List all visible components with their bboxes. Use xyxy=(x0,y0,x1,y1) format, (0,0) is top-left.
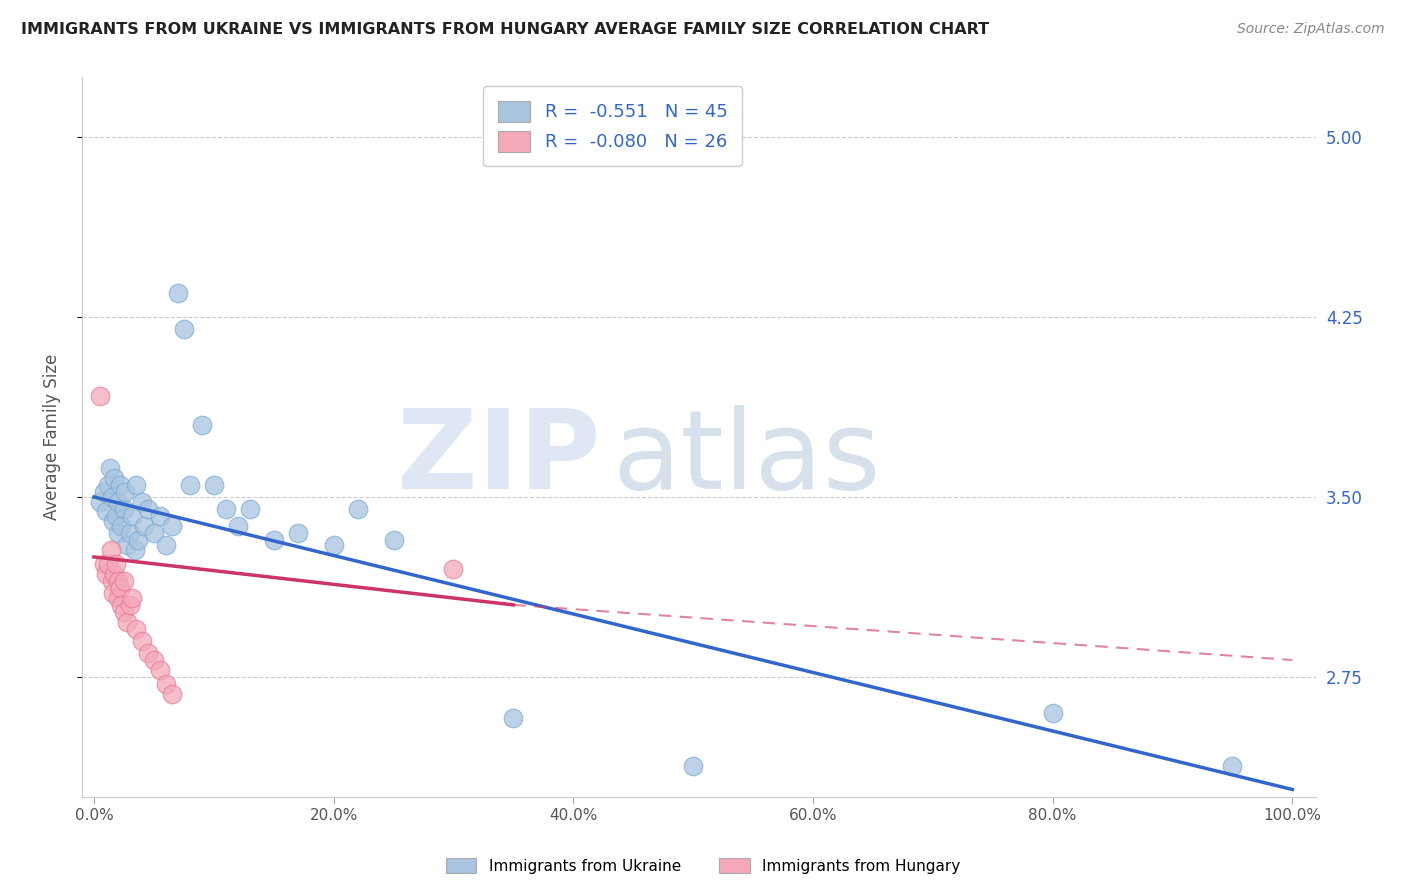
Point xyxy=(124,542,146,557)
Point xyxy=(226,518,249,533)
Point xyxy=(117,538,139,552)
Point xyxy=(202,478,225,492)
Point xyxy=(346,502,368,516)
Point xyxy=(682,758,704,772)
Point xyxy=(117,615,139,629)
Point xyxy=(110,478,132,492)
Point xyxy=(101,514,124,528)
Point xyxy=(118,525,141,540)
Text: IMMIGRANTS FROM UKRAINE VS IMMIGRANTS FROM HUNGARY AVERAGE FAMILY SIZE CORRELATI: IMMIGRANTS FROM UKRAINE VS IMMIGRANTS FR… xyxy=(21,22,990,37)
Point xyxy=(98,461,121,475)
Point xyxy=(131,633,153,648)
Point xyxy=(382,533,405,548)
Point xyxy=(89,389,111,403)
Point xyxy=(101,586,124,600)
Text: Source: ZipAtlas.com: Source: ZipAtlas.com xyxy=(1237,22,1385,37)
Point xyxy=(110,581,132,595)
Point xyxy=(155,538,177,552)
Point xyxy=(1222,758,1244,772)
Point xyxy=(89,495,111,509)
Point xyxy=(125,478,148,492)
Point xyxy=(191,418,214,433)
Point xyxy=(107,574,129,588)
Text: ZIP: ZIP xyxy=(396,405,600,512)
Point xyxy=(107,525,129,540)
Point xyxy=(121,509,143,524)
Point xyxy=(502,710,524,724)
Point xyxy=(142,525,165,540)
Point xyxy=(142,653,165,667)
Point xyxy=(443,562,465,576)
Point xyxy=(131,495,153,509)
Point xyxy=(149,663,172,677)
Point xyxy=(118,598,141,612)
Point xyxy=(101,574,124,588)
Point xyxy=(101,490,124,504)
Text: atlas: atlas xyxy=(613,405,882,512)
Point xyxy=(160,687,183,701)
Point xyxy=(160,518,183,533)
Point xyxy=(103,566,125,581)
Point xyxy=(104,509,127,524)
Point xyxy=(136,646,159,660)
Point xyxy=(112,502,135,516)
Point xyxy=(125,622,148,636)
Point xyxy=(155,677,177,691)
Point xyxy=(97,557,120,571)
Point xyxy=(239,502,262,516)
Point xyxy=(127,533,149,548)
Point xyxy=(93,557,115,571)
Point xyxy=(287,525,309,540)
Legend: R =  -0.551   N = 45, R =  -0.080   N = 26: R = -0.551 N = 45, R = -0.080 N = 26 xyxy=(484,87,742,166)
Point xyxy=(121,591,143,605)
Point xyxy=(166,286,188,301)
Legend: Immigrants from Ukraine, Immigrants from Hungary: Immigrants from Ukraine, Immigrants from… xyxy=(440,852,966,880)
Point xyxy=(179,478,201,492)
Point xyxy=(107,591,129,605)
Point xyxy=(114,485,136,500)
Point xyxy=(103,471,125,485)
Point xyxy=(215,502,238,516)
Point xyxy=(322,538,344,552)
Point xyxy=(112,574,135,588)
Point xyxy=(134,518,156,533)
Point xyxy=(97,478,120,492)
Point xyxy=(107,495,129,509)
Point xyxy=(94,566,117,581)
Point xyxy=(1042,706,1064,720)
Point xyxy=(136,502,159,516)
Point xyxy=(104,557,127,571)
Y-axis label: Average Family Size: Average Family Size xyxy=(44,354,60,520)
Point xyxy=(93,485,115,500)
Point xyxy=(149,509,172,524)
Point xyxy=(94,504,117,518)
Point xyxy=(100,542,122,557)
Point xyxy=(110,518,132,533)
Point xyxy=(173,322,195,336)
Point xyxy=(263,533,285,548)
Point xyxy=(112,605,135,619)
Point xyxy=(110,598,132,612)
